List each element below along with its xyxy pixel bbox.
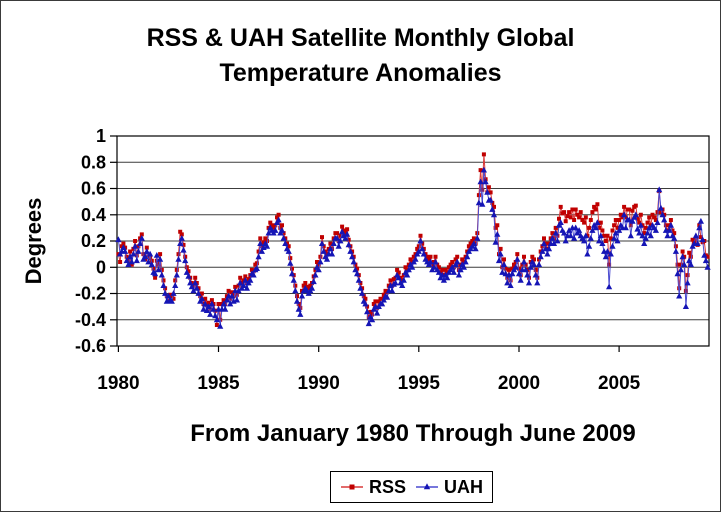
y-tick-labels: 1 0.8 0.6 0.4 0.2 0 -0.2 -0.4 -0.6 xyxy=(75,126,106,356)
svg-text:0.4: 0.4 xyxy=(81,205,106,225)
series-uah xyxy=(115,166,711,329)
y-axis-ticks xyxy=(110,135,117,347)
series-uah-markers xyxy=(115,166,711,329)
legend-rss-label: RSS xyxy=(369,476,407,497)
legend-rss-marker xyxy=(341,484,363,490)
svg-text:1: 1 xyxy=(96,126,106,146)
svg-text:2000: 2000 xyxy=(498,373,540,394)
legend-item-rss: RSS xyxy=(340,477,406,498)
svg-text:0.2: 0.2 xyxy=(81,231,106,251)
legend-uah-label: UAH xyxy=(444,476,484,497)
x-axis-title: From January 1980 Through June 2009 xyxy=(190,420,636,447)
chart-title-line1: RSS & UAH Satellite Monthly Global xyxy=(146,24,575,52)
x-tick-labels: 1980 1985 1990 1995 2000 2005 xyxy=(97,373,640,394)
legend: RSS UAH xyxy=(330,471,494,503)
chart-title-line2: Temperature Anomalies xyxy=(219,59,502,87)
x-axis-ticks xyxy=(117,346,620,352)
legend-item-uah: UAH xyxy=(415,477,483,498)
series-rss xyxy=(116,152,710,327)
svg-text:-0.6: -0.6 xyxy=(75,336,106,356)
svg-text:-0.4: -0.4 xyxy=(75,310,106,330)
svg-text:2005: 2005 xyxy=(598,373,641,394)
svg-text:0: 0 xyxy=(96,257,106,277)
svg-text:1985: 1985 xyxy=(197,373,240,394)
legend-uah-marker xyxy=(416,483,439,490)
svg-text:1995: 1995 xyxy=(398,373,441,394)
svg-text:1990: 1990 xyxy=(298,373,340,394)
gridlines xyxy=(117,135,709,347)
svg-text:-0.2: -0.2 xyxy=(75,284,106,304)
svg-text:0.6: 0.6 xyxy=(81,179,106,199)
chart-title: RSS & UAH Satellite Monthly Global Tempe… xyxy=(1,21,720,91)
svg-text:0.8: 0.8 xyxy=(81,152,106,172)
series-rss-line xyxy=(117,154,708,326)
svg-text:1980: 1980 xyxy=(97,373,139,394)
